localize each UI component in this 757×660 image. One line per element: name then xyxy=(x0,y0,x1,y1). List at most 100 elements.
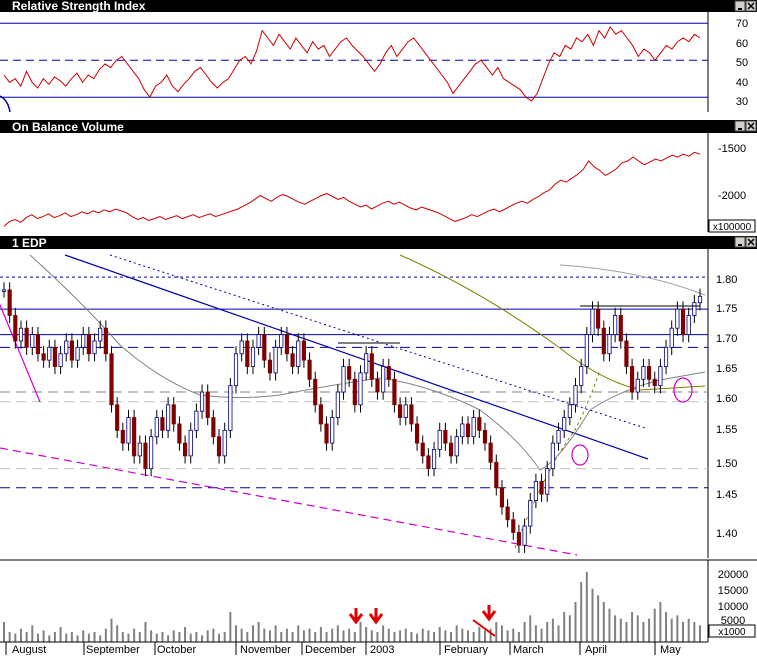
candle-body xyxy=(166,404,171,431)
candle-body xyxy=(618,315,623,342)
price-titlebar xyxy=(0,236,757,249)
lower-support-line xyxy=(0,447,578,556)
rsi-ytick-50: 50 xyxy=(736,57,748,69)
candle-body xyxy=(624,340,629,367)
vol-multiplier-box xyxy=(708,624,756,638)
x-axis: August September October November Decemb… xyxy=(0,641,708,656)
price-ytick-1.65: 1.65 xyxy=(716,363,737,375)
price-ytick-1.80: 1.80 xyxy=(716,274,737,286)
obv-multiplier-box xyxy=(708,219,756,233)
candle-body xyxy=(52,346,58,367)
candle-body xyxy=(613,315,618,335)
obv-window-buttons[interactable] xyxy=(734,120,757,132)
month-tick-marks xyxy=(5,642,656,655)
price-ytick-1.70: 1.70 xyxy=(716,333,737,345)
candle-body xyxy=(137,442,142,457)
candle-body xyxy=(109,353,114,406)
price-ytick-1.50: 1.50 xyxy=(716,458,737,470)
candle-body xyxy=(1,289,7,292)
candle-body xyxy=(347,366,352,380)
x-label-november: November xyxy=(240,644,291,655)
obv-minimize-button[interactable] xyxy=(734,120,746,132)
candle-body xyxy=(420,442,425,457)
candle-body xyxy=(228,385,233,431)
candle-body xyxy=(567,404,572,418)
candle-body xyxy=(35,334,41,355)
annotations xyxy=(338,305,700,466)
obv-series-line xyxy=(3,151,701,227)
candle-body xyxy=(533,481,538,501)
candle-body xyxy=(284,334,290,355)
obv-title: On Balance Volume xyxy=(12,120,124,134)
price-ytick-1.45: 1.45 xyxy=(716,489,737,501)
obv-panel: On Balance Volume -1500 -2000 x100000 xyxy=(0,120,757,233)
vol-ytick-20000: 20000 xyxy=(718,569,749,581)
candle-body xyxy=(381,366,386,393)
candle-body xyxy=(358,372,363,406)
rsi-minimize-button[interactable] xyxy=(734,0,746,12)
price-ytick-1.75: 1.75 xyxy=(716,303,737,315)
candle-body xyxy=(81,334,86,348)
candle-body xyxy=(658,366,663,387)
candle-body xyxy=(488,442,493,463)
rsi-reference-lines xyxy=(0,22,708,98)
candle-body xyxy=(307,359,312,380)
candlesticks xyxy=(1,282,703,553)
candle-body xyxy=(692,302,697,316)
price-ytick-1.40: 1.40 xyxy=(716,528,737,540)
candle-body xyxy=(313,378,318,406)
candle-body xyxy=(279,334,284,348)
candle-body xyxy=(454,436,459,457)
candle-body xyxy=(516,532,522,546)
candle-body xyxy=(120,429,125,444)
price-minimize-button[interactable] xyxy=(734,236,746,248)
rsi-titlebar xyxy=(0,0,757,12)
candle-body xyxy=(205,391,210,418)
candle-body xyxy=(596,308,601,329)
red-arrow-1 xyxy=(348,608,364,625)
price-title: 1 EDP xyxy=(12,236,47,250)
candle-body xyxy=(222,429,227,457)
candle-body xyxy=(126,417,131,444)
x-label-august: August xyxy=(12,644,46,655)
candle-body xyxy=(341,366,346,393)
candle-body xyxy=(13,315,18,342)
red-arrow-2 xyxy=(368,608,384,625)
rsi-ytick-70: 70 xyxy=(736,18,748,30)
candle-body xyxy=(352,378,357,406)
candle-body xyxy=(149,436,154,470)
candle-body xyxy=(41,353,46,361)
candle-body xyxy=(58,353,63,367)
candle-body xyxy=(477,417,482,431)
candle-body xyxy=(267,359,273,374)
candle-body xyxy=(471,417,476,438)
rsi-window-buttons[interactable] xyxy=(734,0,757,12)
candle-body xyxy=(47,346,52,361)
rsi-ytick-40: 40 xyxy=(736,77,748,89)
candle-body xyxy=(211,417,216,438)
candle-body xyxy=(154,417,159,438)
candle-body xyxy=(545,468,550,495)
vol-ytick-10000: 10000 xyxy=(718,601,749,613)
candle-body xyxy=(528,500,533,527)
candle-body xyxy=(398,404,403,418)
rsi-title: Relative Strength Index xyxy=(12,0,146,13)
candle-body xyxy=(330,417,335,444)
price-window-buttons[interactable] xyxy=(734,236,757,248)
trendlines xyxy=(0,254,706,556)
candle-body xyxy=(465,423,471,438)
x-label-april: April xyxy=(585,644,607,655)
candle-body xyxy=(245,340,250,367)
candle-body xyxy=(318,404,323,425)
candle-body xyxy=(143,442,148,470)
rsi-ytick-30: 30 xyxy=(736,96,748,108)
vol-ytick-5000: 5000 xyxy=(721,615,745,627)
candle-body xyxy=(403,404,408,418)
x-label-october: October xyxy=(157,644,196,655)
vol-ytick-15000: 15000 xyxy=(718,585,749,597)
close-icon xyxy=(747,2,755,10)
candle-body xyxy=(414,423,420,444)
x-label-2003: 2003 xyxy=(370,644,394,655)
candle-body xyxy=(335,391,340,418)
